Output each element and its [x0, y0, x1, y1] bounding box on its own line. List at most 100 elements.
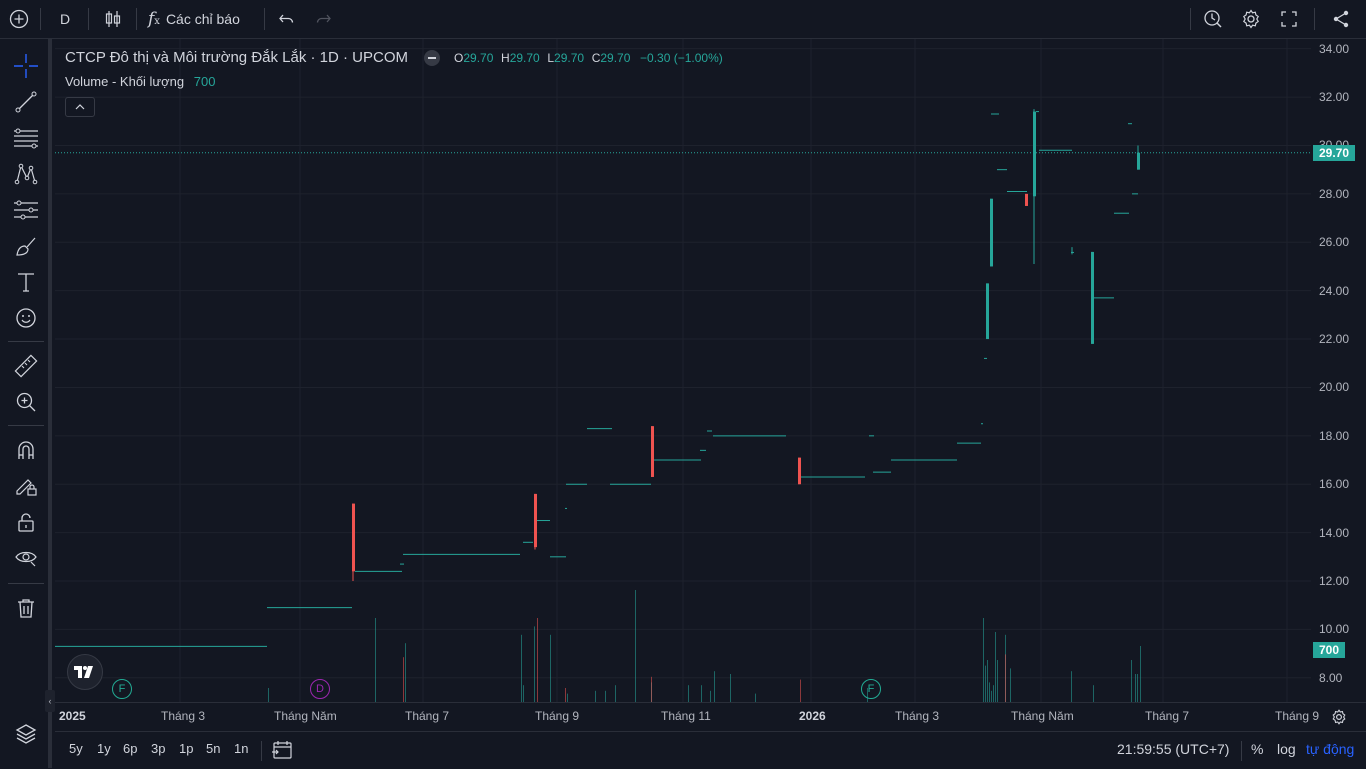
range-1d-button[interactable]: 1n — [234, 741, 249, 756]
log-scale-button[interactable]: log — [1277, 741, 1296, 757]
price-tick-label: 22.00 — [1319, 332, 1350, 347]
collapse-toolbar-button[interactable]: ‹ — [45, 690, 55, 712]
remove-drawings-button[interactable] — [10, 593, 42, 623]
fullscreen-button[interactable] — [1276, 5, 1302, 33]
price-tick-label: 24.00 — [1319, 283, 1350, 298]
volume-label: Volume - Khối lượng — [65, 74, 185, 89]
range-5d-button[interactable]: 5n — [206, 741, 221, 756]
price-tick-label: 32.00 — [1319, 90, 1350, 105]
volume-bar — [800, 679, 801, 702]
chart-pane[interactable]: CTCP Đô thị và Môi trường Đắk Lắk · 1D ·… — [55, 39, 1311, 702]
fibonacci-icon — [14, 128, 38, 149]
event-marker-financial[interactable]: F — [861, 679, 881, 699]
pattern-tool[interactable] — [10, 159, 42, 189]
tradingview-logo[interactable] — [67, 654, 103, 690]
chart-settings-button[interactable] — [1331, 709, 1347, 728]
range-3m-button[interactable]: 3p — [151, 741, 166, 756]
candle-body — [1025, 193, 1028, 206]
time-axis[interactable]: 2025 Tháng 3 Tháng Năm Tháng 7 Tháng 9 Tháng … — [55, 702, 1366, 731]
price-tick-label: 26.00 — [1319, 235, 1350, 250]
volume-bar — [403, 657, 404, 702]
crosshair-icon — [14, 54, 38, 78]
volume-bar — [989, 682, 990, 702]
bottom-toolbar: 5y 1y 6p 3p 1p 5n 1n 21:59:55 (UTC+7) % … — [55, 731, 1366, 769]
range-5y-button[interactable]: 5y — [69, 741, 83, 756]
candle-body — [1033, 111, 1036, 197]
volume-bar — [987, 660, 988, 702]
stay-in-drawing-mode-button[interactable] — [10, 471, 42, 501]
volume-bar — [537, 618, 538, 702]
time-tick-label: Tháng Năm — [274, 709, 337, 723]
settings-button[interactable] — [1238, 5, 1264, 33]
replay-button[interactable] — [1200, 5, 1226, 33]
volume-bar — [1071, 671, 1072, 702]
chevron-left-icon: ‹ — [48, 696, 52, 706]
fib-tool[interactable] — [10, 123, 42, 153]
volume-bar — [375, 618, 376, 702]
last-price-label: 29.70 — [1313, 144, 1355, 161]
zoom-in-tool[interactable] — [10, 387, 42, 417]
symbol-title[interactable]: CTCP Đô thị và Môi trường Đắk Lắk · 1D ·… — [65, 49, 409, 66]
measure-tool[interactable] — [10, 351, 42, 381]
brush-tool[interactable] — [10, 231, 42, 261]
event-marker-dividend[interactable]: D — [310, 679, 330, 699]
volume-bar — [755, 693, 756, 702]
redo-button[interactable] — [310, 5, 336, 33]
time-tick-label: Tháng Năm — [1011, 709, 1074, 723]
range-1m-button[interactable]: 1p — [179, 741, 194, 756]
volume-bar — [550, 634, 551, 702]
event-letter: D — [316, 683, 324, 695]
object-tree-button[interactable] — [10, 719, 42, 749]
volume-bar — [1137, 674, 1138, 702]
share-button[interactable] — [1328, 5, 1354, 33]
candle-body — [990, 198, 993, 267]
price-chart[interactable] — [55, 39, 1311, 702]
crosshair-tool[interactable] — [10, 51, 42, 81]
lock-drawings-button[interactable] — [10, 507, 42, 537]
trash-icon — [18, 599, 34, 618]
change-value: −0.30 (−1.00%) — [640, 51, 723, 65]
volume-bar — [985, 665, 986, 702]
emoji-tool[interactable] — [10, 303, 42, 333]
hide-drawings-button[interactable] — [10, 543, 42, 573]
volume-bar — [991, 690, 992, 702]
minus-icon — [428, 56, 437, 59]
drawing-toolbar — [0, 39, 52, 768]
volume-bar — [268, 688, 269, 702]
event-letter: F — [118, 683, 126, 695]
volume-series — [268, 590, 1141, 702]
candle-body — [798, 457, 801, 485]
range-6m-button[interactable]: 6p — [123, 741, 138, 756]
open-value: 29.70 — [463, 51, 494, 65]
forecast-icon — [14, 200, 38, 220]
event-marker-financial[interactable]: F — [112, 679, 132, 699]
text-tool[interactable] — [10, 267, 42, 297]
brush-icon — [16, 237, 36, 256]
volume-value: 700 — [193, 74, 216, 89]
percent-scale-button[interactable]: % — [1251, 741, 1264, 757]
volume-bar — [688, 685, 689, 702]
indicators-button[interactable]: fx Các chỉ báo — [148, 5, 256, 33]
lock-icon — [18, 513, 34, 532]
chart-type-button[interactable] — [100, 5, 126, 33]
price-axis[interactable]: 34.0032.0030.0028.0026.0024.0022.0020.00… — [1311, 39, 1366, 702]
trend-line-tool[interactable] — [10, 87, 42, 117]
go-to-date-button[interactable] — [271, 740, 293, 763]
price-tick-label: 8.00 — [1319, 670, 1343, 685]
top-toolbar: D fx Các chỉ báo — [0, 0, 1366, 39]
projection-tool[interactable] — [10, 195, 42, 225]
candle-body — [1137, 152, 1140, 170]
auto-scale-button[interactable]: tự động — [1306, 741, 1355, 757]
volume-legend[interactable]: Volume - Khối lượng 700 — [65, 74, 215, 89]
add-symbol-button[interactable] — [6, 5, 32, 33]
magnet-mode-button[interactable] — [10, 435, 42, 465]
hide-symbol-button[interactable] — [424, 49, 441, 66]
clock[interactable]: 21:59:55 (UTC+7) — [1117, 741, 1230, 757]
collapse-legend-button[interactable] — [65, 97, 95, 117]
interval-button[interactable]: D — [59, 11, 71, 27]
volume-bar — [997, 660, 998, 702]
undo-button[interactable] — [274, 5, 300, 33]
volume-bar — [714, 671, 715, 702]
range-1y-button[interactable]: 1y — [97, 741, 111, 756]
grid — [55, 39, 1311, 702]
